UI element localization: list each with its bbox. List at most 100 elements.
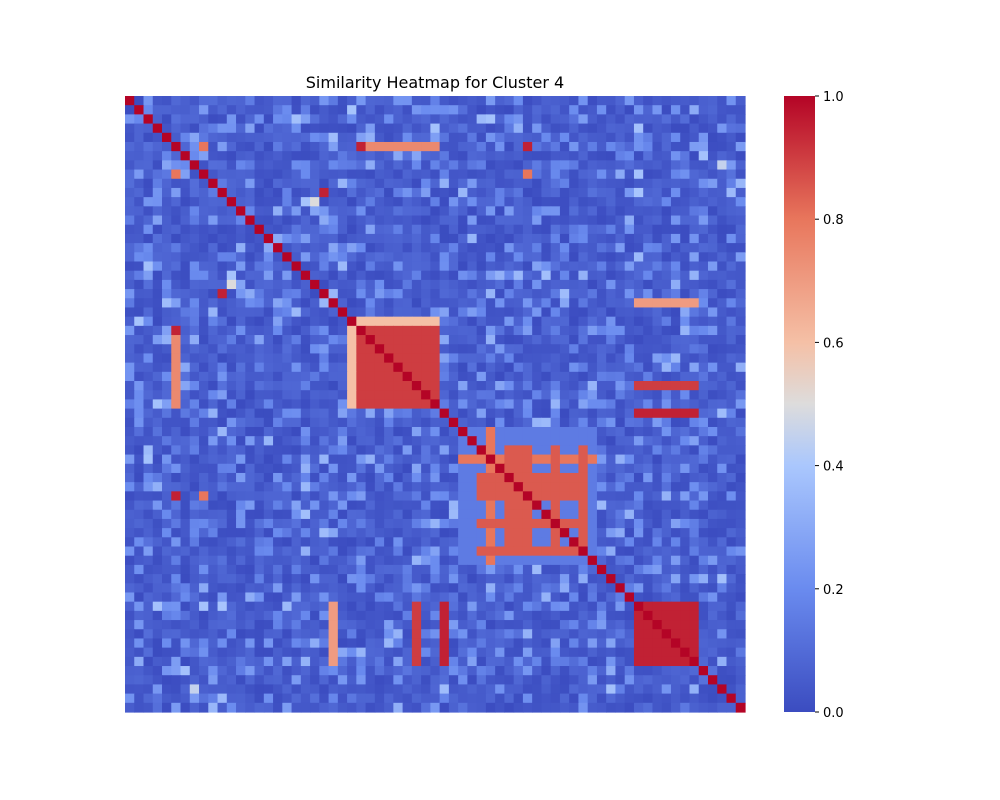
heatmap-cell [550,693,561,704]
heatmap-cell [513,408,524,419]
heatmap-cell [328,298,339,309]
heatmap-cell [485,233,496,244]
heatmap-cell [180,454,191,465]
heatmap-cell [282,381,293,391]
heatmap-cell [541,574,552,584]
heatmap-cell [402,187,413,198]
heatmap-cell [236,666,246,676]
heatmap-cell [476,252,487,263]
heatmap-cell [263,325,274,336]
heatmap-cell [125,472,135,483]
heatmap-cell [189,390,200,400]
heatmap-cell [578,215,589,226]
heatmap-cell [300,390,311,400]
heatmap-cell [125,215,135,226]
heatmap-cell [652,224,663,235]
heatmap-cell [319,684,330,695]
heatmap-cell [328,261,339,272]
heatmap-cell [347,233,357,244]
heatmap-cell [310,132,320,143]
heatmap-cell [467,656,478,667]
heatmap-cell [180,509,191,520]
heatmap-cell [365,417,376,428]
heatmap-cell [143,233,154,244]
heatmap-cell [300,647,311,658]
heatmap-cell [606,666,617,676]
heatmap-cell [596,197,607,207]
heatmap-cell [189,353,200,364]
heatmap-cell [513,656,524,667]
heatmap-cell [300,583,311,594]
heatmap-cell [282,353,293,364]
heatmap-cell [171,592,182,603]
heatmap-cell [162,620,172,630]
heatmap-cell [448,638,459,649]
heatmap-cell [374,417,385,428]
heatmap-cell [559,454,570,465]
heatmap-cell [310,509,320,520]
heatmap-cell [522,325,533,336]
heatmap-cell [485,187,496,198]
heatmap-cell [171,482,182,492]
heatmap-cell [347,381,357,391]
heatmap-cell [411,472,422,483]
heatmap-cell [134,426,145,437]
heatmap-cell [578,509,589,520]
heatmap-cell [226,638,237,649]
heatmap-cell [263,592,274,603]
heatmap-cell [430,390,441,400]
heatmap-cell [254,316,265,327]
heatmap-cell [485,445,496,456]
heatmap-cell [467,279,478,290]
heatmap-cell [476,693,487,704]
heatmap-cell [513,399,524,410]
heatmap-cell [578,123,589,134]
heatmap-cell [328,270,339,281]
heatmap-cell [263,684,274,695]
heatmap-cell [393,160,404,171]
heatmap-cell [606,243,617,253]
heatmap-cell [226,417,237,428]
heatmap-cell [569,325,580,336]
heatmap-cell [263,620,274,630]
heatmap-cell [485,647,496,658]
heatmap-cell [411,307,422,318]
heatmap-cell [134,610,145,621]
heatmap-cell [245,601,256,612]
heatmap-cell [513,491,524,502]
heatmap-cell [245,610,256,621]
heatmap-cell [615,206,626,217]
heatmap-cell [707,454,718,465]
heatmap-cell [347,123,357,134]
heatmap-cell [670,114,681,125]
heatmap-cell [476,279,487,290]
heatmap-cell [310,693,320,704]
heatmap-cell [171,601,182,612]
heatmap-cell [652,629,663,640]
heatmap-cell [319,381,330,391]
heatmap-cell [578,702,589,713]
heatmap-cell [208,298,219,309]
heatmap-cell [458,169,468,180]
heatmap-cell [217,592,228,603]
heatmap-cell [680,233,691,244]
heatmap-cell [698,509,709,520]
heatmap-cell [273,390,283,400]
heatmap-cell [689,693,700,704]
heatmap-cell [532,371,543,382]
heatmap-cell [578,335,589,345]
heatmap-cell [624,123,635,134]
heatmap-cell [726,279,737,290]
heatmap-cell [245,187,256,198]
heatmap-cell [356,344,367,355]
heatmap-cell [208,233,219,244]
heatmap-cell [670,610,681,621]
heatmap-cell [245,197,256,207]
heatmap-cell [495,528,505,538]
heatmap-cell [356,270,367,281]
heatmap-cell [587,445,598,456]
heatmap-cell [273,224,283,235]
heatmap-cell [217,96,228,106]
heatmap-cell [430,307,441,318]
heatmap-cell [245,426,256,437]
